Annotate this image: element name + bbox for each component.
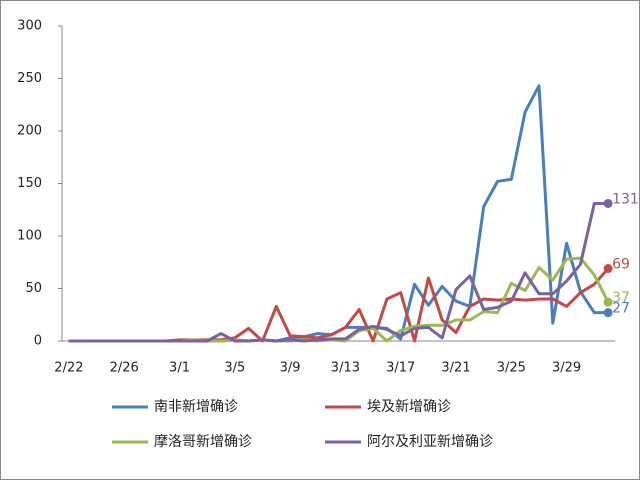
legend-label: 南非新增确诊 — [154, 399, 238, 415]
y-tick-label: 300 — [17, 19, 42, 34]
end-marker — [603, 264, 613, 274]
legend-label: 摩洛哥新增确诊 — [154, 433, 252, 450]
data-label: 27 — [612, 301, 630, 317]
x-tick-label: 3/5 — [224, 361, 245, 376]
y-tick-label: 50 — [25, 281, 42, 296]
y-tick-label: 200 — [17, 124, 42, 139]
x-tick-label: 3/29 — [552, 361, 581, 376]
x-tick-label: 3/25 — [497, 361, 526, 376]
end-marker — [603, 297, 613, 307]
legend-label: 埃及新增确诊 — [367, 399, 451, 415]
series-line — [68, 202, 609, 343]
y-tick-label: 0 — [34, 334, 42, 349]
x-tick-label: 2/22 — [54, 361, 83, 376]
y-tick-label: 100 — [17, 229, 42, 244]
legend-label: 阿尔及利亚新增确诊 — [367, 434, 493, 450]
data-label: 69 — [612, 257, 630, 273]
end-marker — [603, 308, 613, 318]
x-tick-label: 3/9 — [280, 361, 301, 376]
x-tick-label: 3/13 — [331, 361, 360, 376]
end-marker — [603, 198, 613, 208]
x-tick-label: 3/1 — [169, 361, 190, 376]
data-label: 37 — [612, 290, 630, 306]
x-tick-label: 3/21 — [441, 361, 470, 376]
y-tick-label: 250 — [17, 71, 42, 86]
data-label: 131 — [612, 191, 639, 207]
y-tick-label: 150 — [17, 176, 42, 191]
x-tick-label: 3/17 — [386, 361, 415, 376]
x-tick-label: 2/26 — [110, 361, 139, 376]
